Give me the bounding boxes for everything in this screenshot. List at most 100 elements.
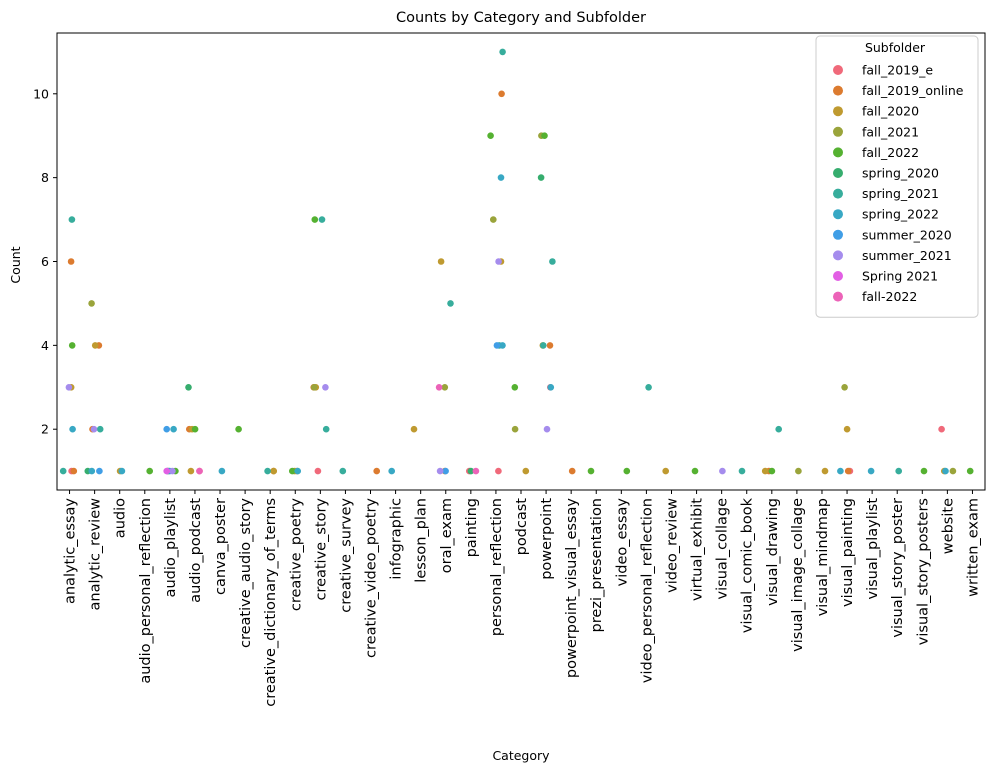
data-point-spring-2021-personal_reflection: [499, 48, 506, 56]
data-point-fall-2021-website: [949, 467, 957, 475]
x-tick-label-oral_exam: oral_exam: [439, 498, 455, 573]
data-point-spring-2020-painting: [467, 467, 475, 475]
legend-label-spring-2021: spring_2021: [862, 186, 939, 201]
data-point-fall-2022-analytic_essay: [68, 342, 76, 349]
data-point-fall-2022-creative_audio_story: [235, 425, 242, 433]
data-point-fall-2020-video_review: [662, 467, 669, 475]
x-tick-label-personal_reflection: personal_reflection: [489, 498, 505, 636]
x-tick-label-analytic_review: analytic_review: [88, 498, 104, 611]
x-tick-label-canva_poster: canva_poster: [213, 498, 229, 595]
data-point-fall-2019-online-analytic_essay: [70, 467, 78, 475]
data-point-spring-2022-infographic: [388, 467, 396, 475]
y-tick-label-6: 6: [41, 254, 49, 269]
legend-label-spring-2021: Spring 2021: [862, 269, 938, 284]
chart-title: Counts by Category and Subfolder: [396, 10, 646, 26]
data-point-summer-2020-oral_exam: [442, 467, 449, 475]
legend-label-spring-2020: spring_2020: [862, 166, 939, 181]
data-point-fall-2022-personal_reflection: [487, 132, 494, 139]
x-tick-label-analytic_essay: analytic_essay: [63, 498, 79, 604]
data-point-spring-2022-analytic_essay: [69, 425, 76, 433]
data-point-fall-2021-visual_painting: [841, 384, 848, 391]
x-tick-label-visual_story_poster: visual_story_poster: [890, 498, 906, 638]
data-point-fall-2019-online-powerpoint: [546, 342, 554, 349]
data-point-fall-2020-creative_dictionary_of_terms: [270, 467, 278, 475]
x-tick-label-visual_collage: visual_collage: [715, 498, 731, 600]
data-point-spring-2022-audio: [118, 467, 126, 475]
data-point-spring-2022-personal_reflection: [499, 342, 506, 349]
x-tick-label-infographic: infographic: [389, 498, 405, 580]
data-point-fall-2019-e-personal_reflection: [495, 467, 502, 475]
legend-box: [815, 35, 979, 318]
data-point-spring-2022-analytic_review: [88, 467, 96, 475]
data-point-summer-2020-personal_reflection: [493, 342, 501, 349]
data-point-spring-2021-oral_exam: [447, 300, 454, 307]
x-tick-label-video_personal_reflection: video_personal_reflection: [639, 498, 655, 683]
data-point-spring-2022-powerpoint: [547, 384, 555, 391]
legend-label-fall-2020: fall_2020: [862, 104, 919, 119]
data-point-summer-2021-analytic_review: [90, 425, 98, 433]
legend-marker-summer-2021: [833, 250, 843, 261]
data-point-fall-2020-visual_painting: [843, 425, 851, 433]
data-point-spring-2022-creative_poetry: [294, 467, 302, 475]
x-tick-label-visual_playlist: visual_playlist: [865, 498, 881, 600]
data-point-summer-2020-analytic_review: [96, 467, 103, 475]
data-point-fall-2019-online-analytic_essay: [67, 258, 75, 265]
data-point-spring-2022-personal_reflection: [497, 174, 505, 181]
data-point-fall-2021-personal_reflection: [490, 216, 497, 223]
legend-label-fall-2021: fall_2021: [862, 124, 919, 139]
data-point-fall-2022-visual_story_posters: [920, 467, 928, 475]
data-point-spring-2022-website: [942, 467, 949, 475]
x-tick-label-audio_personal_reflection: audio_personal_reflection: [138, 498, 154, 684]
data-point-fall-2020-analytic_review: [91, 342, 99, 349]
data-point-spring-2021-visual_comic_book: [738, 467, 746, 475]
data-point-fall-2022-creative_story: [311, 216, 319, 223]
data-point-spring-2020-powerpoint: [537, 174, 545, 181]
data-point-spring-2021-powerpoint: [540, 342, 547, 349]
data-point-fall-2022-podcast: [511, 384, 519, 391]
x-tick-label-creative_dictionary_of_terms: creative_dictionary_of_terms: [263, 498, 279, 707]
legend-marker-spring-2020: [833, 168, 843, 178]
data-point-spring-2021-creative_story: [318, 216, 326, 223]
data-point-spring-2021-powerpoint: [549, 258, 556, 265]
legend-marker-fall-2022: [833, 147, 843, 158]
data-point-fall-2021-oral_exam: [441, 384, 449, 391]
x-tick-label-creative_audio_story: creative_audio_story: [238, 498, 254, 648]
data-point-fall-2022-prezi_presentation: [587, 467, 595, 475]
data-point-fall-2021-visual_image_collage: [795, 467, 802, 475]
x-tick-label-powerpoint_visual_essay: powerpoint_visual_essay: [564, 498, 580, 678]
legend-label-fall-2019-online: fall_2019_online: [862, 83, 964, 98]
x-tick-label-powerpoint: powerpoint: [539, 498, 555, 580]
data-points: [59, 48, 974, 475]
y-tick-label-4: 4: [41, 338, 49, 353]
data-point-summer-2021-personal_reflection: [495, 258, 502, 265]
data-point-fall-2020-lesson_plan: [410, 425, 418, 433]
x-tick-label-audio_podcast: audio_podcast: [188, 498, 204, 603]
legend-marker-fall-2019-online: [833, 85, 843, 96]
legend-label-summer-2020: summer_2020: [862, 227, 952, 242]
data-point-fall-2019-online-visual_painting: [844, 467, 852, 475]
x-tick-label-creative_poetry: creative_poetry: [288, 498, 304, 612]
data-point-fall-2020-visual_mindmap: [821, 467, 829, 475]
x-tick-label-website: website: [940, 498, 956, 554]
x-tick-label-audio_playlist: audio_playlist: [163, 498, 179, 598]
legend: Subfolder fall_2019_e fall_2019_onlinefall…: [815, 35, 979, 318]
data-point-spring-2021-visual_drawing: [775, 425, 782, 433]
data-point-spring-2022-visual_painting: [837, 467, 844, 475]
data-point-spring-2020-audio_podcast: [185, 384, 192, 391]
data-point-fall-2022-audio_personal_reflection: [146, 467, 153, 475]
legend-marker-fall-2021: [833, 126, 843, 137]
data-point-fall-2022-written_exam: [966, 467, 974, 475]
y-tick-label-8: 8: [41, 170, 49, 185]
legend-marker-fall-2019-e: [833, 65, 843, 75]
legend-marker-spring-2022: [833, 209, 843, 220]
x-tick-label-painting: painting: [464, 498, 480, 557]
x-tick-label-creative_video_poetry: creative_video_poetry: [364, 498, 380, 658]
x-tick-label-video_essay: video_essay: [614, 498, 630, 587]
x-tick-label-creative_story: creative_story: [313, 498, 329, 601]
y-tick-label-10: 10: [33, 86, 49, 101]
data-point-spring-2021-creative_story: [322, 425, 330, 433]
legend-title: Subfolder: [865, 40, 926, 55]
data-point-fall-2022-visual_drawing: [768, 467, 776, 475]
